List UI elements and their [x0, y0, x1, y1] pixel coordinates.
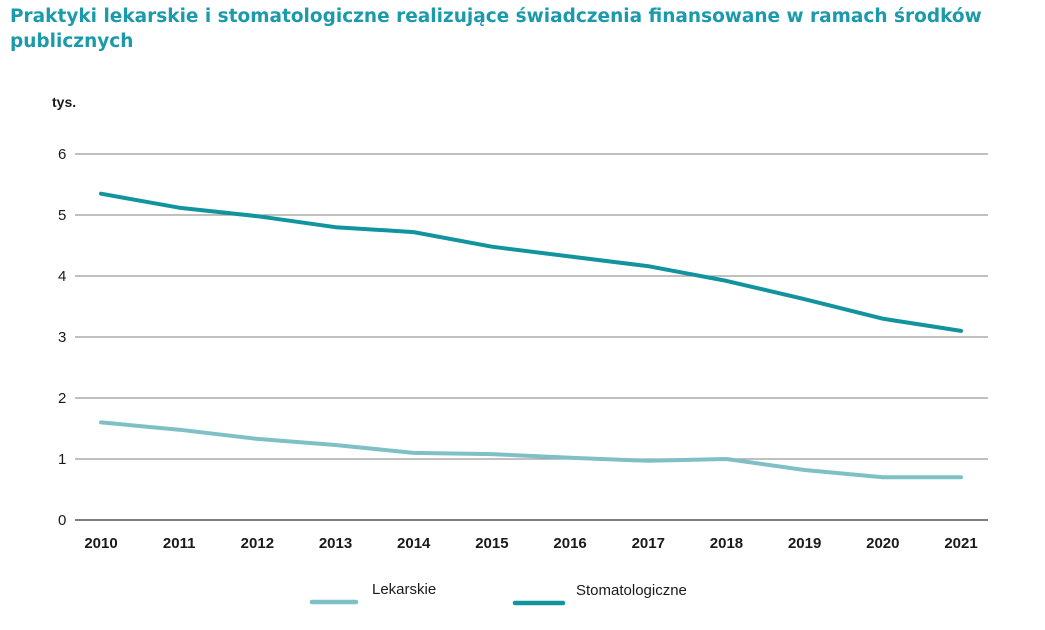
chart-title: Praktyki lekarskie i stomatologiczne rea… — [10, 6, 982, 52]
y-tick-label: 4 — [58, 268, 66, 285]
x-tick-label: 2020 — [866, 535, 899, 552]
series-line-stomatologiczne — [99, 191, 963, 333]
data-point-stomatologiczne — [959, 329, 963, 333]
y-tick-label: 3 — [58, 329, 66, 346]
data-point-lekarskie — [255, 437, 259, 441]
data-point-lekarskie — [959, 475, 963, 479]
legend-label-lekarskie: Lekarskie — [372, 581, 436, 598]
y-tick-label: 0 — [58, 512, 66, 529]
data-point-stomatologiczne — [646, 264, 650, 268]
data-point-lekarskie — [646, 459, 650, 463]
y-axis-ticks: 0 1 2 3 4 5 6 tys. — [52, 94, 76, 529]
data-point-lekarskie — [724, 457, 728, 461]
y-tick-label: 6 — [58, 146, 66, 163]
x-tick-label: 2021 — [944, 535, 977, 552]
data-point-stomatologiczne — [803, 297, 807, 301]
data-point-lekarskie — [803, 468, 807, 472]
data-point-lekarskie — [412, 451, 416, 455]
legend: Lekarskie Stomatologiczne — [309, 581, 687, 606]
data-point-stomatologiczne — [255, 214, 259, 218]
data-point-stomatologiczne — [177, 206, 181, 210]
data-point-lekarskie — [881, 475, 885, 479]
data-point-stomatologiczne — [724, 279, 728, 283]
data-point-stomatologiczne — [881, 317, 885, 321]
data-point-lekarskie — [568, 456, 572, 460]
y-tick-label: 5 — [58, 207, 66, 224]
x-tick-label: 2013 — [319, 535, 352, 552]
y-tick-label: 2 — [58, 390, 66, 407]
data-point-stomatologiczne — [334, 225, 338, 229]
x-axis-ticks: 2010 2011 2012 2013 2014 2015 2016 2017 2018 2019… — [84, 535, 977, 552]
data-point-stomatologiczne — [490, 245, 494, 249]
legend-label-stomatologiczne: Stomatologiczne — [576, 582, 687, 599]
data-point-lekarskie — [490, 452, 494, 456]
x-tick-label: 2019 — [788, 535, 821, 552]
data-point-lekarskie — [99, 420, 103, 424]
data-point-lekarskie — [177, 428, 181, 432]
x-tick-label: 2011 — [163, 535, 196, 552]
x-tick-label: 2010 — [84, 535, 117, 552]
x-tick-label: 2015 — [475, 535, 508, 552]
x-tick-label: 2012 — [241, 535, 274, 552]
x-tick-label: 2017 — [632, 535, 665, 552]
grid-lines — [75, 153, 988, 521]
data-point-stomatologiczne — [99, 192, 103, 196]
data-point-lekarskie — [334, 443, 338, 447]
data-point-stomatologiczne — [412, 230, 416, 234]
series-line-lekarskie — [99, 420, 963, 480]
data-point-stomatologiczne — [568, 254, 572, 258]
x-tick-label: 2014 — [397, 535, 431, 552]
x-tick-label: 2018 — [710, 535, 743, 552]
y-axis-unit-label: tys. — [52, 94, 76, 110]
y-tick-label: 1 — [58, 451, 66, 468]
x-tick-label: 2016 — [553, 535, 586, 552]
series-lines — [99, 191, 963, 480]
